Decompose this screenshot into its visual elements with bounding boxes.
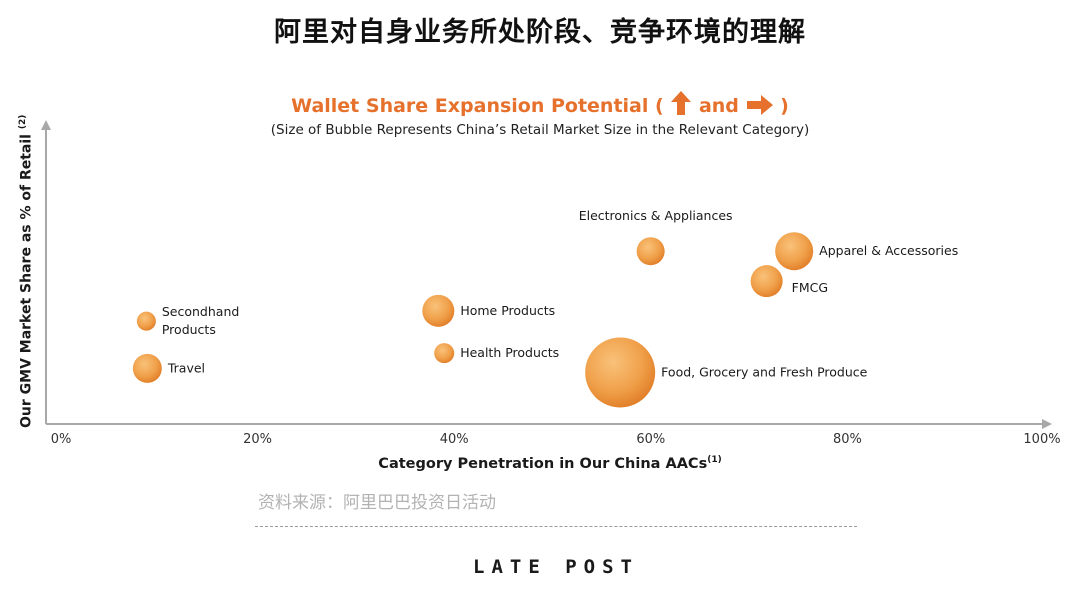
bubble-label: Electronics & Appliances — [579, 208, 733, 223]
x-axis-label-text: Category Penetration in Our China AACs — [378, 455, 708, 472]
divider — [255, 526, 857, 527]
bubble — [750, 265, 783, 298]
chart-title-suffix: ) — [780, 95, 789, 117]
bubble-label: Food, Grocery and Fresh Produce — [661, 364, 867, 379]
chart-bubbles: Electronics & Appliances Apparel & Access… — [132, 208, 958, 408]
chart-title-prefix: Wallet Share Expansion Potential ( — [291, 95, 664, 117]
bubble — [136, 311, 156, 331]
bubble-label: Apparel & Accessories — [819, 243, 958, 258]
bubble — [775, 232, 814, 271]
bubble-label: Home Products — [460, 303, 555, 318]
bubble — [585, 337, 656, 408]
x-axis-label-footnote: (1) — [707, 455, 722, 465]
bubble-label: Travel — [167, 360, 205, 375]
page-title: 阿里对自身业务所处阶段、竞争环境的理解 — [274, 17, 806, 48]
up-arrow-icon — [671, 91, 692, 115]
x-tick-label: 80% — [833, 432, 862, 447]
bubble — [636, 237, 665, 266]
source-note: 资料来源：阿里巴巴投资日活动 — [258, 493, 496, 513]
x-axis-ticks: 0% 20% 40% 60% 80% 100% — [51, 432, 1061, 447]
bubble — [422, 294, 455, 327]
x-axis-label: Category Penetration in Our China AACs(1… — [0, 455, 1080, 472]
chart-subtitle: (Size of Bubble Represents China’s Retai… — [270, 122, 810, 138]
x-tick-label: 20% — [243, 432, 272, 447]
chart-axes — [41, 120, 1052, 429]
right-arrow-icon — [746, 95, 773, 115]
bubble-label: FMCG — [792, 280, 828, 295]
bubble — [434, 343, 455, 364]
bubble-label: Secondhand — [162, 304, 239, 319]
bubble-label: Products — [162, 322, 216, 337]
late-post-logo: LATE POST — [473, 556, 639, 578]
x-tick-label: 100% — [1023, 432, 1060, 447]
y-axis-arrowhead — [41, 120, 51, 130]
x-tick-label: 60% — [636, 432, 665, 447]
bubble — [132, 353, 162, 383]
chart-title-joiner: and — [698, 95, 739, 117]
x-tick-label: 0% — [51, 432, 72, 447]
bubble-label: Health Products — [460, 345, 559, 360]
x-axis-arrowhead — [1042, 419, 1052, 429]
chart-title: Wallet Share Expansion Potential ( and ) — [0, 90, 1080, 117]
x-tick-label: 40% — [440, 432, 469, 447]
